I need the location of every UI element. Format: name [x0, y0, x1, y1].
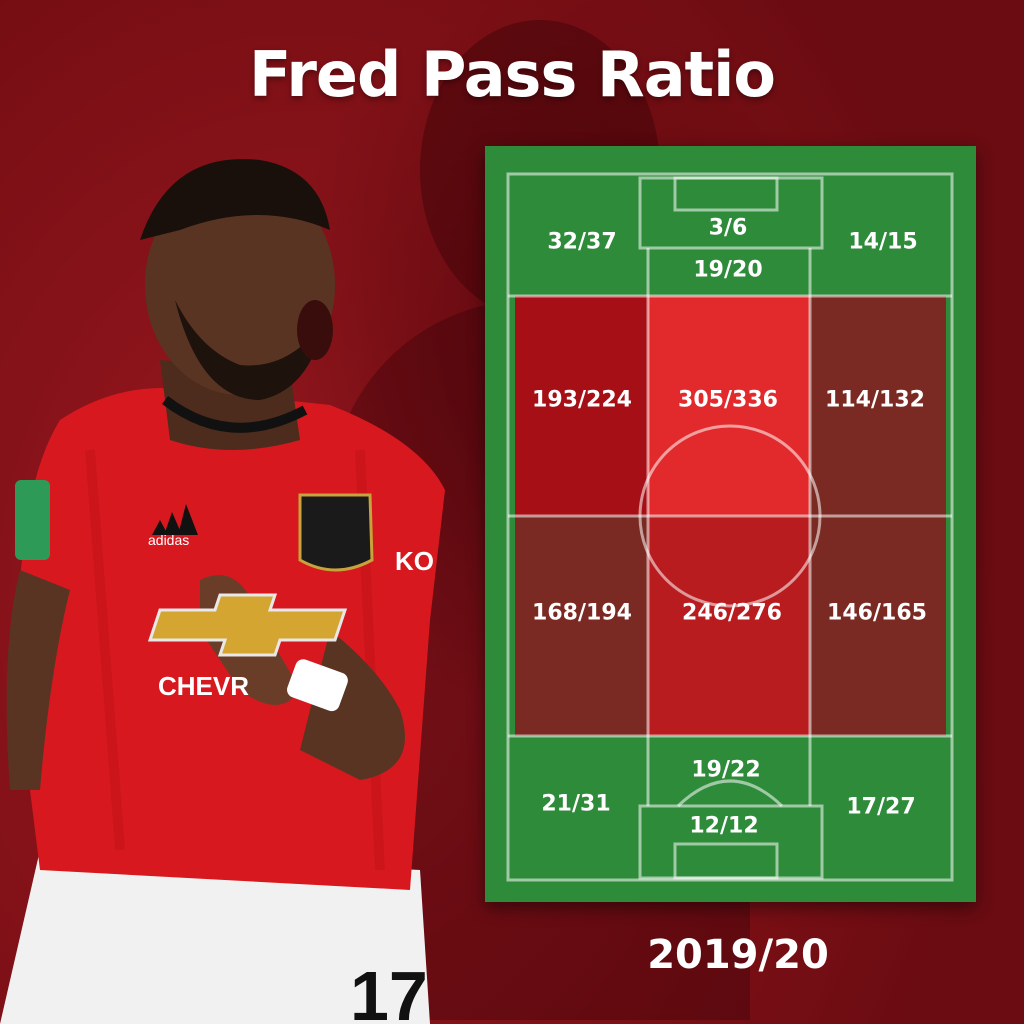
shorts-number-text: 17 [350, 957, 428, 1024]
shirt-sponsor-text: CHEVR [158, 671, 249, 701]
zone-label-top-center: 19/20 [693, 257, 763, 283]
zone-label-top-left: 32/37 [547, 229, 617, 255]
pitch-lines [506, 172, 954, 882]
zone-label-top-right: 14/15 [848, 229, 918, 255]
zone-lower-mid-right [810, 516, 946, 736]
zone-upper-mid-left [515, 296, 648, 516]
zone-label-lower-mid-center: 246/276 [682, 600, 782, 626]
zone-upper-mid-center [648, 296, 810, 516]
zone-label-lower-mid-left: 168/194 [532, 600, 632, 626]
pitch-heatmap: 32/37 3/6 19/20 14/15 193/224 305/336 11… [485, 146, 976, 902]
zone-upper-mid-right [810, 296, 946, 516]
zone-label-upper-mid-right: 114/132 [825, 387, 925, 413]
season-label: 2019/20 [647, 932, 829, 978]
zone-lower-mid-center [648, 516, 810, 736]
player-photo: CHEVR adidas KO 17 [0, 159, 445, 1024]
zone-label-top-box: 3/6 [708, 215, 748, 241]
page-title: Fred Pass Ratio [248, 38, 776, 111]
zone-label-upper-mid-center: 305/336 [678, 387, 778, 413]
zone-lower-mid-left [515, 516, 648, 736]
zone-label-bottom-left: 21/31 [541, 791, 611, 817]
zone-label-bottom-right: 17/27 [846, 794, 916, 820]
zone-label-bottom-center: 19/22 [691, 757, 761, 783]
zone-label-bottom-box: 12/12 [689, 813, 759, 839]
sleeve-sponsor-text: KO [395, 546, 434, 576]
zone-label-upper-mid-left: 193/224 [532, 387, 632, 413]
shirt-brand-text: adidas [148, 532, 189, 548]
zone-label-lower-mid-right: 146/165 [827, 600, 927, 626]
